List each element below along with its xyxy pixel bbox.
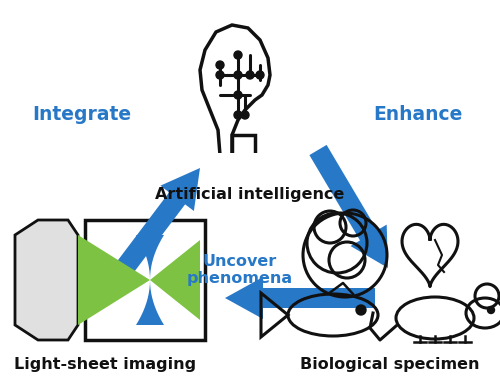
Circle shape [234,111,242,119]
FancyBboxPatch shape [218,153,258,188]
Circle shape [488,307,494,313]
Text: Light-sheet imaging: Light-sheet imaging [14,357,196,373]
Polygon shape [78,235,150,325]
Polygon shape [225,277,375,319]
Circle shape [246,71,254,79]
Circle shape [234,71,242,79]
Circle shape [234,91,242,99]
Polygon shape [200,25,270,185]
Text: Uncover
phenomena: Uncover phenomena [187,254,293,286]
Text: Enhance: Enhance [374,105,462,124]
Polygon shape [232,135,255,158]
Polygon shape [150,240,200,320]
Polygon shape [310,145,388,268]
Text: Integrate: Integrate [32,105,132,124]
Circle shape [356,305,366,315]
Text: Artificial intelligence: Artificial intelligence [156,188,344,202]
Circle shape [241,111,249,119]
FancyBboxPatch shape [85,220,205,340]
Circle shape [234,51,242,59]
Polygon shape [136,235,164,325]
Circle shape [216,61,224,69]
Circle shape [216,71,224,79]
Polygon shape [15,220,78,340]
Polygon shape [100,168,200,296]
Circle shape [256,71,264,79]
Text: Biological specimen: Biological specimen [300,357,480,373]
